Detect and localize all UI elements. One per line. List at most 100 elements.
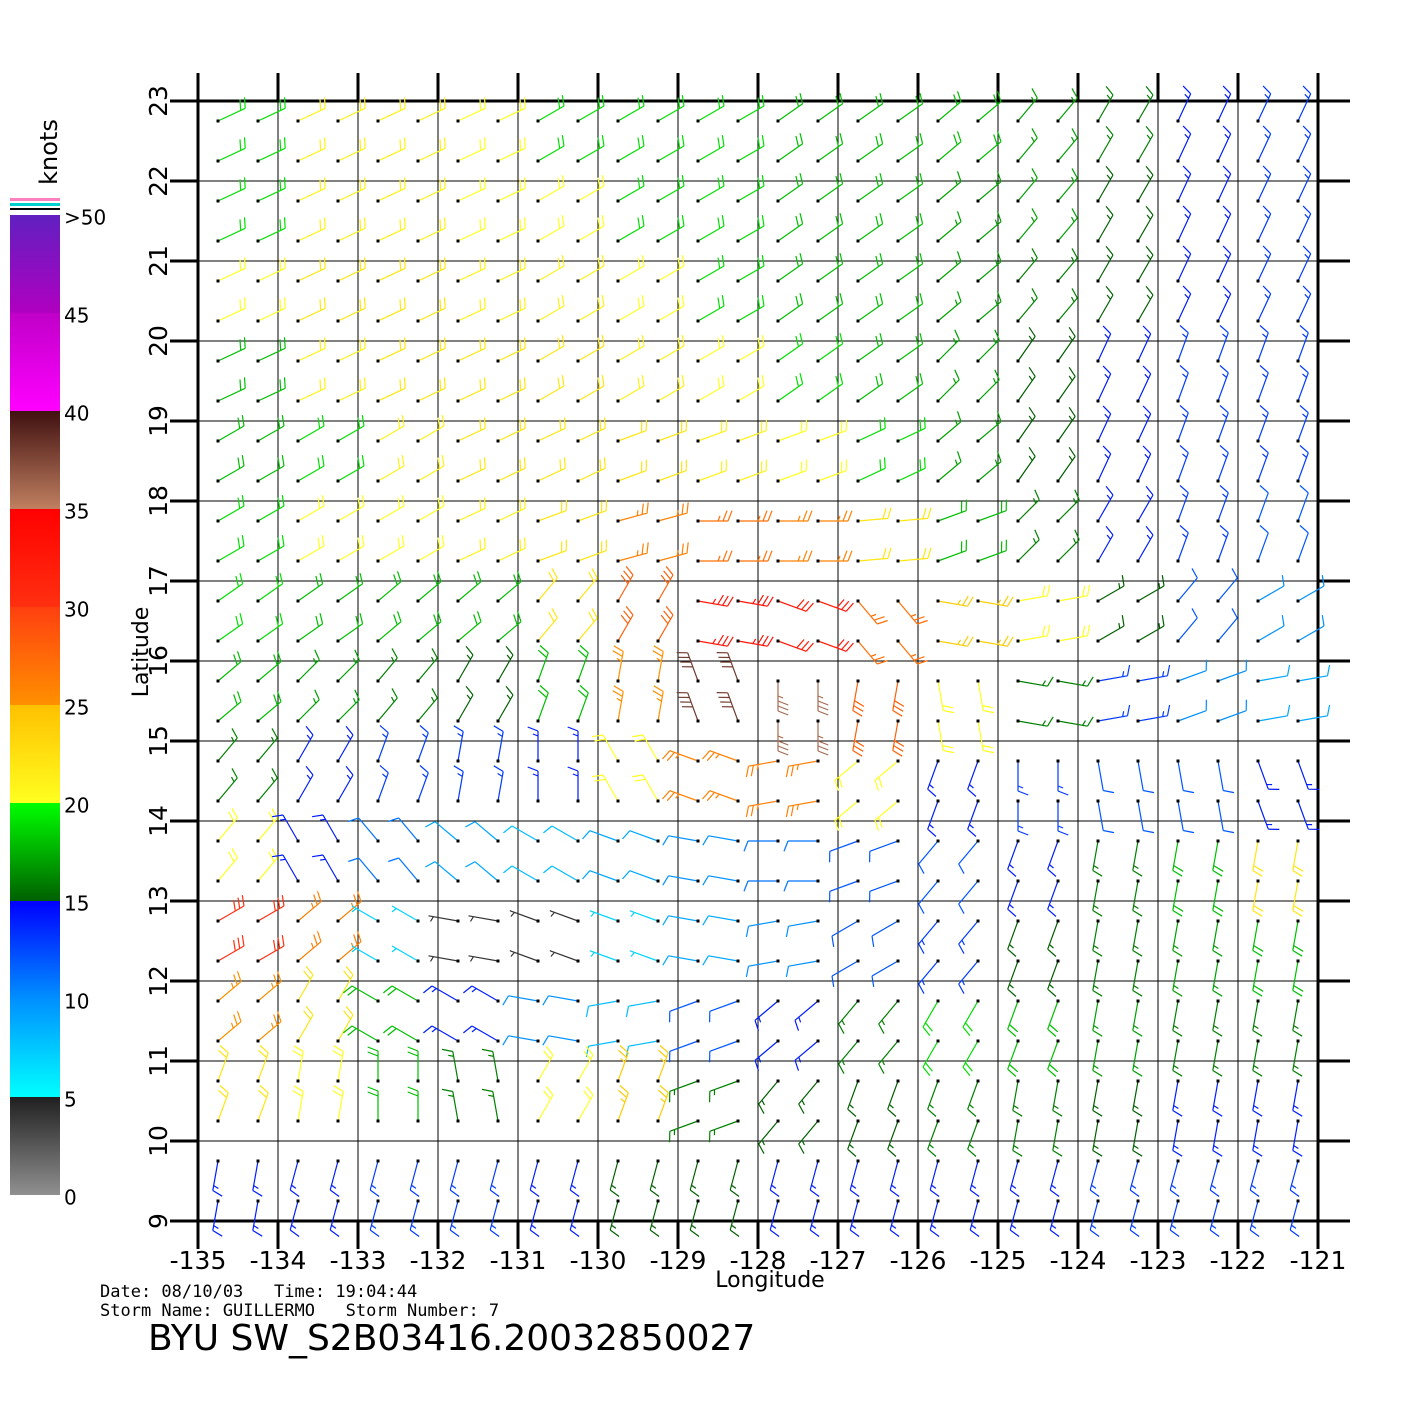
wind-barb xyxy=(577,457,606,482)
wind-barb xyxy=(257,895,285,922)
barb-base xyxy=(376,959,380,963)
wind-barb xyxy=(417,415,445,442)
barb-base xyxy=(936,279,940,283)
wind-barb xyxy=(1212,840,1224,877)
barb-base xyxy=(816,1159,820,1163)
wind-barb xyxy=(977,539,1007,562)
barb-base xyxy=(376,999,380,1003)
wind-barb xyxy=(1297,704,1331,722)
barb-base xyxy=(976,879,980,883)
wind-barb xyxy=(1137,126,1154,162)
y-tick-label: 18 xyxy=(144,485,173,517)
wind-barb xyxy=(617,566,634,602)
wind-barb xyxy=(657,135,685,162)
wind-barb xyxy=(457,377,486,402)
wind-barb xyxy=(662,790,699,802)
wind-barb xyxy=(657,606,674,642)
wind-barb xyxy=(257,971,282,1002)
wind-barb xyxy=(1097,206,1114,242)
wind-barb xyxy=(297,177,326,202)
barb-base xyxy=(1256,199,1260,203)
barb-base xyxy=(296,719,300,723)
wind-barb xyxy=(337,966,354,1002)
wind-barb xyxy=(297,572,324,602)
barb-base xyxy=(976,639,980,643)
barb-base xyxy=(1056,199,1060,203)
barb-base xyxy=(1056,479,1060,483)
barb-base xyxy=(496,639,500,643)
barb-base xyxy=(456,639,460,643)
barb-base xyxy=(616,759,620,763)
barb-base xyxy=(816,759,820,763)
wind-barb xyxy=(217,177,246,202)
barb-base xyxy=(656,519,660,523)
barb-base xyxy=(616,1199,620,1203)
wind-barb xyxy=(1057,208,1078,242)
wind-barb xyxy=(777,681,789,716)
wind-barb xyxy=(897,332,924,362)
barb-base xyxy=(216,519,220,523)
wind-barb xyxy=(927,1080,939,1117)
barb-base xyxy=(536,639,540,643)
wind-barb xyxy=(1057,761,1069,796)
wind-barb xyxy=(423,1025,459,1042)
barb-base xyxy=(816,919,820,923)
wind-barb xyxy=(1047,840,1059,877)
barb-base xyxy=(1296,559,1300,563)
barb-base xyxy=(1296,879,1300,883)
wind-barb xyxy=(1137,800,1155,834)
barb-base xyxy=(216,719,220,723)
barb-base xyxy=(536,879,540,883)
wind-barb xyxy=(297,1006,314,1042)
wind-barb xyxy=(457,137,486,162)
wind-barb xyxy=(617,135,645,162)
wind-barb xyxy=(1217,325,1229,362)
barb-base xyxy=(656,919,660,923)
barb-base xyxy=(936,799,940,803)
wind-barb xyxy=(468,915,499,922)
barb-base xyxy=(1216,719,1220,723)
wind-barb xyxy=(497,177,526,202)
barb-base xyxy=(856,199,860,203)
barb-base xyxy=(1216,799,1220,803)
wind-barb xyxy=(817,419,847,442)
wind-barb xyxy=(217,612,244,642)
barb-base xyxy=(656,119,660,123)
barb-base xyxy=(616,1159,620,1163)
barb-base xyxy=(1016,519,1020,523)
barb-base xyxy=(656,599,660,603)
barb-base xyxy=(736,239,740,243)
barb-base xyxy=(1136,719,1140,723)
barb-base xyxy=(296,879,300,883)
wind-barb xyxy=(977,329,1000,362)
wind-barb xyxy=(257,1045,269,1082)
wind-barb xyxy=(417,611,442,642)
x-tick-label: -122 xyxy=(1210,1246,1267,1275)
barb-base xyxy=(776,1039,780,1043)
barb-base xyxy=(656,199,660,203)
barb-base xyxy=(336,719,340,723)
barb-base xyxy=(736,559,740,563)
wind-barb xyxy=(497,457,526,482)
barb-base xyxy=(256,239,260,243)
barb-base xyxy=(1056,959,1060,963)
wind-barb xyxy=(937,329,960,362)
wind-barb xyxy=(493,765,504,802)
wind-barb xyxy=(817,459,847,482)
barb-base xyxy=(736,1119,740,1123)
wind-barb xyxy=(592,774,619,802)
wind-barb xyxy=(377,535,405,562)
wind-barb xyxy=(977,251,1002,282)
barb-base xyxy=(656,639,660,643)
x-tick-label: -134 xyxy=(250,1246,307,1275)
barb-base xyxy=(256,999,260,1003)
wind-barb xyxy=(871,960,899,987)
wind-barb xyxy=(1092,1120,1103,1157)
colorbar-tick-label: 15 xyxy=(64,892,89,916)
barb-base xyxy=(336,999,340,1003)
wind-barb xyxy=(497,297,526,322)
wind-barb xyxy=(817,172,844,202)
wind-barb xyxy=(217,535,245,562)
wind-barb xyxy=(1257,325,1269,362)
wind-barb xyxy=(1097,405,1112,442)
